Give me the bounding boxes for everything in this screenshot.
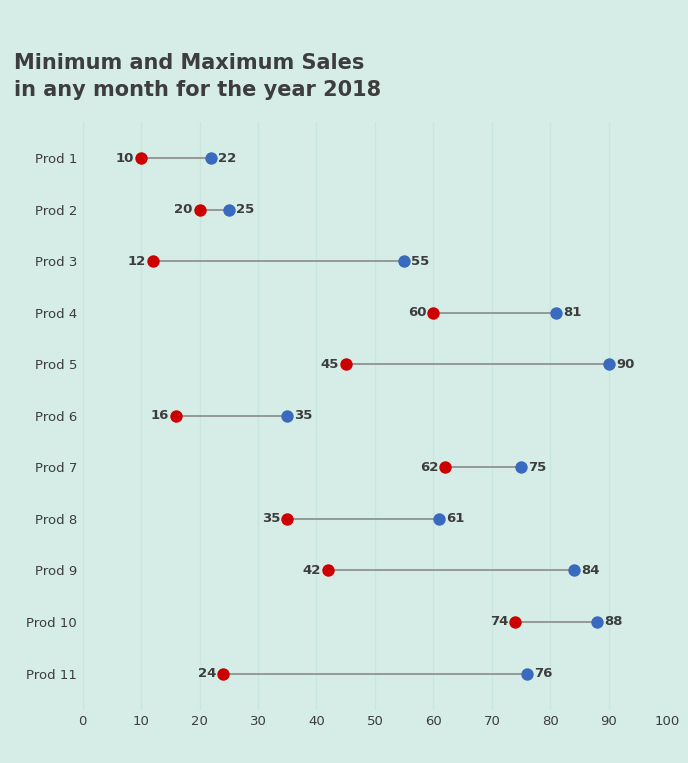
Point [516, 462, 527, 474]
Point [510, 616, 521, 628]
Point [171, 410, 182, 422]
Point [433, 513, 444, 525]
Text: 35: 35 [262, 513, 280, 526]
Point [282, 410, 293, 422]
Point [282, 513, 293, 525]
Text: 84: 84 [581, 564, 599, 577]
Point [522, 668, 533, 680]
Text: 55: 55 [411, 255, 429, 268]
Point [194, 204, 205, 216]
Point [603, 358, 614, 370]
Point [399, 255, 410, 267]
Text: 88: 88 [604, 616, 623, 629]
Text: 62: 62 [420, 461, 438, 474]
Text: 60: 60 [408, 306, 427, 319]
Text: 12: 12 [127, 255, 146, 268]
Point [551, 307, 562, 319]
Text: 16: 16 [151, 409, 169, 423]
Point [440, 462, 451, 474]
Text: 35: 35 [294, 409, 312, 423]
Point [223, 204, 234, 216]
Text: 81: 81 [563, 306, 581, 319]
Point [428, 307, 439, 319]
Text: 76: 76 [534, 667, 552, 680]
Text: 25: 25 [236, 203, 254, 216]
Point [206, 152, 217, 164]
Text: 20: 20 [174, 203, 193, 216]
Text: 61: 61 [447, 513, 464, 526]
Point [340, 358, 351, 370]
Text: 10: 10 [116, 152, 134, 165]
Point [323, 565, 334, 577]
Text: 90: 90 [616, 358, 634, 371]
Text: Minimum and Maximum Sales
in any month for the year 2018: Minimum and Maximum Sales in any month f… [14, 53, 381, 100]
Text: 42: 42 [303, 564, 321, 577]
Text: 75: 75 [528, 461, 546, 474]
Text: 22: 22 [218, 152, 237, 165]
Point [592, 616, 603, 628]
Text: 24: 24 [197, 667, 216, 680]
Point [568, 565, 579, 577]
Point [217, 668, 228, 680]
Point [147, 255, 158, 267]
Text: 45: 45 [321, 358, 338, 371]
Point [136, 152, 147, 164]
Text: 74: 74 [490, 616, 508, 629]
